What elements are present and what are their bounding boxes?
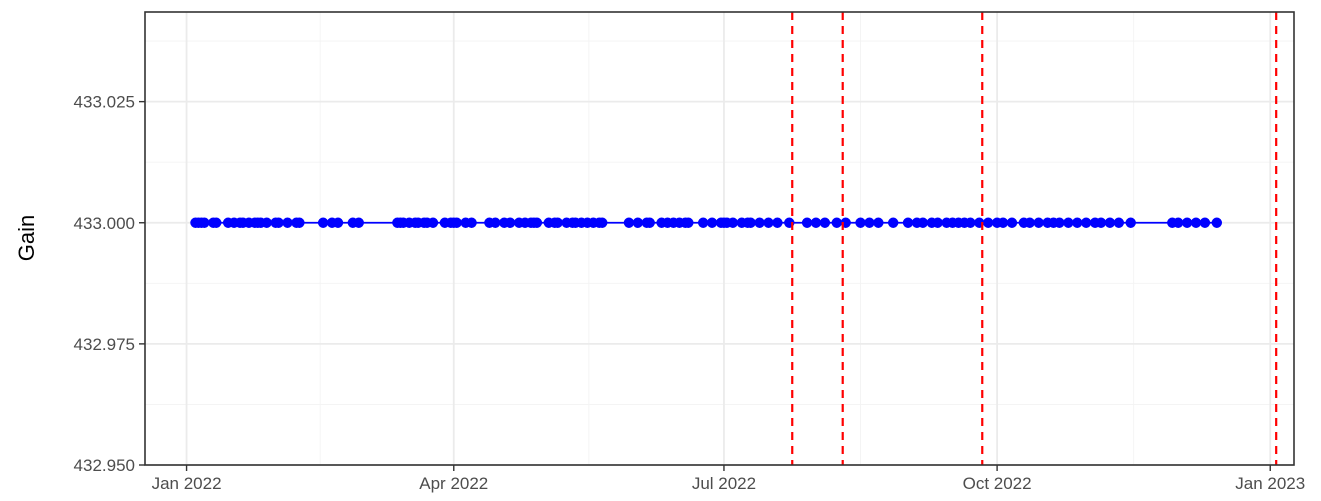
x-axis: Jan 2022 Apr 2022 Jul 2022 Oct 2022 Jan 2023 — [152, 465, 1305, 493]
data-point — [552, 217, 563, 228]
data-point — [810, 217, 822, 228]
y-tick-label: 432.950 — [74, 456, 135, 475]
data-point — [745, 217, 756, 228]
data-point — [1006, 217, 1018, 228]
data-point — [697, 217, 709, 228]
data-point — [727, 217, 739, 228]
data-point — [1033, 217, 1044, 228]
data-point — [754, 217, 765, 228]
data-point — [1181, 217, 1193, 228]
data-point — [1173, 217, 1184, 228]
y-tick-label: 433.000 — [74, 214, 135, 233]
minor-gridlines — [145, 12, 1294, 465]
data-point — [706, 217, 718, 228]
data-point — [763, 217, 774, 228]
data-point — [282, 217, 293, 228]
data-point — [887, 217, 899, 228]
data-point — [801, 217, 813, 228]
data-point — [504, 217, 516, 228]
data-point — [1113, 217, 1125, 228]
x-tick-label: Jul 2022 — [692, 474, 756, 493]
data-point — [819, 217, 831, 228]
x-tick-label: Jan 2023 — [1235, 474, 1305, 493]
data-point — [294, 217, 305, 228]
data-point — [317, 217, 329, 228]
data-point — [831, 217, 842, 228]
data-point — [997, 217, 1009, 228]
data-point — [917, 217, 929, 228]
y-axis-title: Gain — [14, 215, 39, 261]
data-point — [353, 217, 364, 228]
data-point — [211, 217, 222, 228]
data-point — [1072, 217, 1083, 228]
data-point — [273, 217, 284, 228]
x-tick-label: Oct 2022 — [963, 474, 1032, 493]
data-point — [199, 217, 210, 228]
data-point — [1063, 217, 1074, 228]
data-point — [1024, 217, 1035, 228]
series-points — [190, 217, 1223, 228]
panel-background — [145, 12, 1294, 465]
data-point — [451, 217, 462, 228]
data-point — [623, 217, 635, 228]
data-point — [982, 217, 994, 228]
data-point — [644, 217, 655, 228]
data-point — [466, 217, 477, 228]
y-tick-label: 432.975 — [74, 335, 135, 354]
data-point — [1080, 217, 1092, 228]
data-point — [873, 217, 884, 228]
data-point — [1054, 217, 1065, 228]
data-point — [1190, 217, 1202, 228]
panel-border — [144, 11, 1295, 466]
data-point — [772, 217, 783, 228]
data-point — [965, 217, 976, 228]
data-point — [1104, 217, 1116, 228]
data-point — [932, 217, 943, 228]
data-point — [855, 217, 866, 228]
vertical-reference-lines — [791, 12, 1278, 465]
data-point — [597, 217, 608, 228]
data-point — [490, 217, 501, 228]
y-axis: 432.950 432.975 433.000 433.025 — [74, 93, 145, 475]
data-point — [1125, 217, 1136, 228]
data-point — [1095, 217, 1107, 228]
data-point — [1199, 217, 1211, 228]
data-point — [683, 217, 694, 228]
x-tick-label: Apr 2022 — [419, 474, 488, 493]
data-point — [902, 217, 914, 228]
data-point — [632, 217, 644, 228]
data-point — [261, 217, 272, 228]
data-point — [427, 217, 439, 228]
y-tick-label: 433.025 — [74, 93, 135, 112]
data-point — [864, 217, 875, 228]
x-tick-label: Jan 2022 — [152, 474, 222, 493]
data-point — [1211, 217, 1223, 228]
data-point — [531, 217, 543, 228]
data-point — [332, 217, 344, 228]
